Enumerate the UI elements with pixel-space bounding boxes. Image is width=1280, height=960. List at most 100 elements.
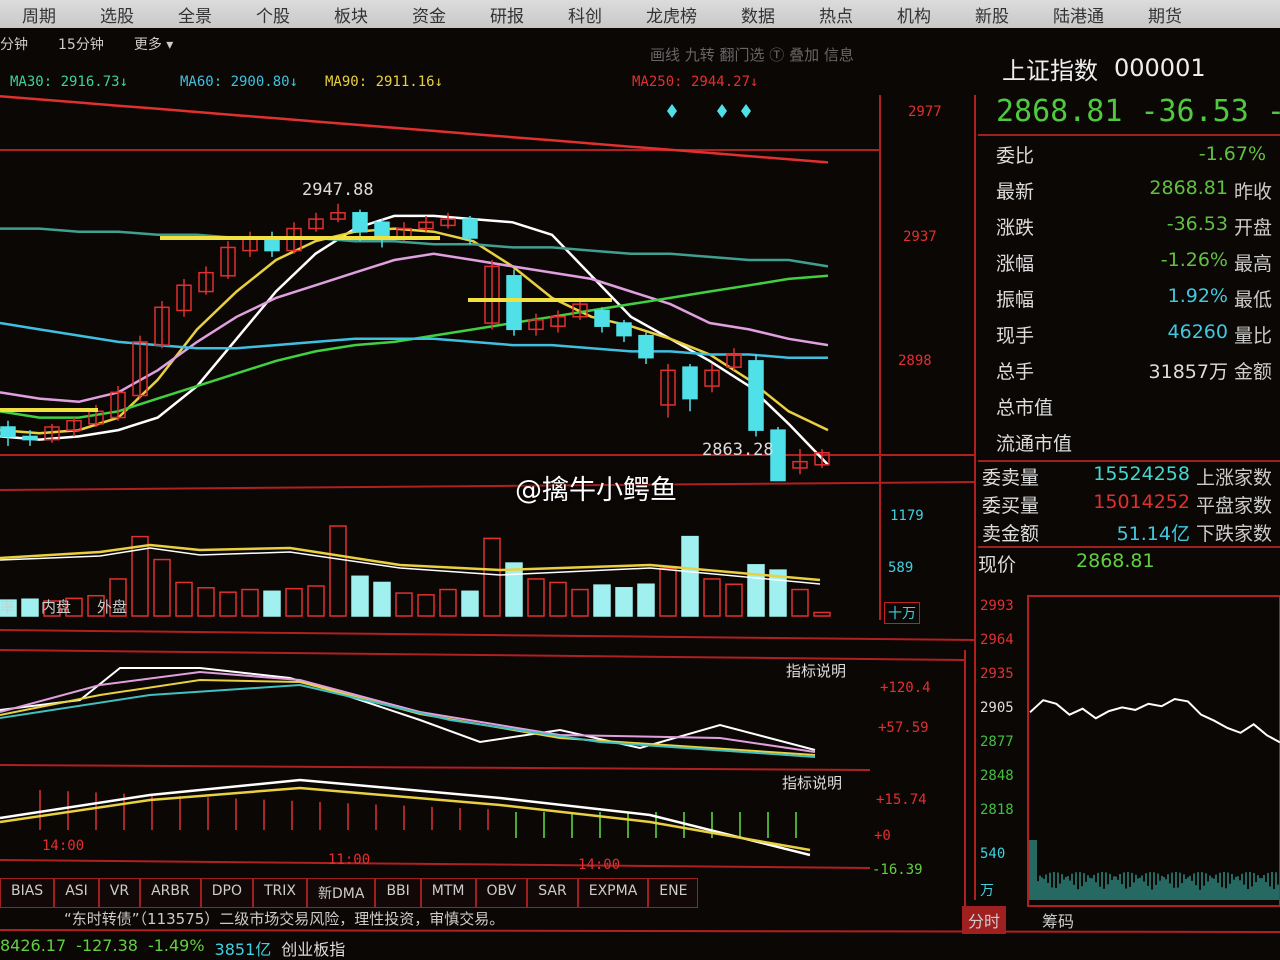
signal-marker (741, 104, 751, 118)
indicator-tab[interactable]: TRIX (253, 878, 307, 908)
candle (176, 284, 192, 312)
indicator-tab[interactable]: EXPMA (577, 878, 649, 908)
quote-value: -1.26% (1160, 248, 1228, 271)
quote-row: 现手 46260 量比 (978, 316, 1280, 352)
volume-bar (329, 525, 347, 617)
order-row: 委卖量 15524258 上涨家数 (978, 462, 1280, 490)
menu-item[interactable]: 个股 (256, 6, 290, 27)
quote-row: 总市值 (978, 388, 1280, 424)
volume-bar (21, 598, 39, 617)
indicator-tab[interactable]: ARBR (140, 878, 201, 908)
volume-bar (791, 588, 809, 617)
indicator-help[interactable]: 指标说明 (786, 662, 847, 680)
indicator-tab[interactable]: BBI (375, 878, 421, 908)
menu-item[interactable]: 新股 (975, 6, 1009, 27)
period-prev[interactable]: 分钟 (0, 37, 28, 53)
index-amount: 3851亿 (214, 940, 272, 959)
quote-key: 总市值 (996, 396, 1054, 419)
indicator-help[interactable]: 指标说明 (782, 774, 843, 792)
order-row: 委买量 15014252 平盘家数 (978, 490, 1280, 518)
order-value: 15524258 (1093, 462, 1190, 485)
quote-key2: 最高 (1233, 252, 1272, 275)
quote-panel: 上证指数 000001 2868.81 -36.53 -1. 委比 -1.67% 最… (978, 48, 1280, 577)
chart-tools[interactable]: 画线 九转 翻门选 Ⓣ 叠加 信息 (650, 46, 854, 64)
menu-item[interactable]: 科创 (568, 6, 602, 27)
grid-line (0, 481, 976, 491)
ind1-axis: +57.59 (878, 720, 929, 736)
price-axis-label: 2977 (908, 104, 942, 120)
quote-value: -1.67% (1198, 143, 1266, 165)
quote-key2: 开盘 (1233, 216, 1272, 239)
candle (110, 391, 126, 419)
candle (506, 275, 522, 331)
last-price: 2868.81 (996, 93, 1123, 129)
volume-bar (659, 567, 677, 617)
menu-item[interactable]: 热点 (819, 6, 853, 27)
indicator-tab[interactable]: DPO (200, 878, 253, 908)
candle (572, 303, 588, 318)
menu-item[interactable]: 周期 (22, 6, 56, 27)
indicator-tab[interactable]: 新DMA (307, 878, 376, 908)
order-key2: 平盘家数 (1195, 494, 1272, 517)
tab-intraday[interactable]: 分时 (962, 906, 1007, 934)
period-bar: 分钟 15分钟 更多 ▾ (0, 34, 173, 54)
indicator-tab[interactable]: ASI (54, 878, 99, 908)
volume-ma (0, 543, 821, 582)
candle (22, 435, 38, 441)
ma-line (0, 252, 829, 404)
candle (748, 360, 764, 431)
order-key: 委卖量 (982, 466, 1040, 489)
menu-item[interactable]: 数据 (741, 6, 775, 27)
tab-outer[interactable]: 外盘 (97, 598, 128, 616)
candle (44, 426, 60, 441)
indicator-line (0, 670, 816, 753)
menu-item[interactable]: 资金 (412, 6, 446, 27)
quote-value: 1.92% (1167, 284, 1228, 307)
candle (154, 306, 170, 346)
volume-bar (219, 591, 237, 617)
price-pct: -1. (1267, 94, 1280, 129)
ma-label: MA250: 2944.27↓ (632, 74, 759, 90)
menu-item[interactable]: 研报 (490, 6, 524, 27)
price-axis-label: 2898 (898, 353, 932, 369)
menu-item[interactable]: 板块 (334, 6, 368, 27)
high-label: 2947.88 (302, 180, 374, 200)
indicator-tab[interactable]: MTM (420, 878, 476, 908)
news-ticker[interactable]: “东时转债”（113575）二级市场交易风险，理性投资，审慎交易。 (64, 910, 505, 928)
menu-item[interactable]: 龙虎榜 (646, 6, 697, 27)
ma-line (0, 227, 829, 435)
menu-item[interactable]: 选股 (100, 6, 134, 27)
indicator-tab[interactable]: VR (98, 878, 141, 908)
index-pct: -1.49% (147, 936, 205, 955)
volume-bar (43, 600, 61, 617)
intraday-axis-label: 2818 (980, 802, 1014, 818)
macd-line (0, 778, 811, 857)
volume-bar (483, 537, 501, 617)
menu-item[interactable]: 全景 (178, 6, 212, 27)
intraday-vol-label: 540 (980, 846, 1006, 862)
indicator-tab[interactable]: BIAS (0, 878, 55, 908)
menu-item[interactable]: 机构 (897, 6, 931, 27)
index-value: 8426.17 (0, 936, 67, 955)
indicator-tab[interactable]: OBV (475, 878, 528, 908)
indicator-line (0, 678, 816, 756)
intraday-vol-label: 万 (980, 883, 994, 899)
volume-bar (87, 594, 105, 617)
order-row: 卖金额 51.14亿 下跌家数 (978, 518, 1280, 546)
tab-rate[interactable]: 率 (0, 598, 16, 616)
menu-item[interactable]: 陆港通 (1053, 6, 1104, 27)
candle (726, 353, 742, 368)
tab-chips[interactable]: 筹码 (1042, 912, 1075, 931)
period-15min[interactable]: 15分钟 (58, 37, 104, 53)
tab-inner[interactable]: 内盘 (41, 598, 72, 616)
candle (814, 452, 830, 466)
quote-key2: 最低 (1233, 288, 1272, 311)
quote-row: 最新 2868.81 昨收 (978, 172, 1280, 208)
volume-bar (373, 581, 391, 617)
indicator-tab[interactable]: SAR (527, 878, 578, 908)
menu-item[interactable]: 期货 (1148, 6, 1182, 27)
indicator-tab[interactable]: ENE (648, 878, 699, 908)
more-dropdown[interactable]: 更多 ▾ (133, 37, 174, 53)
order-value: 51.14亿 (1116, 522, 1190, 545)
